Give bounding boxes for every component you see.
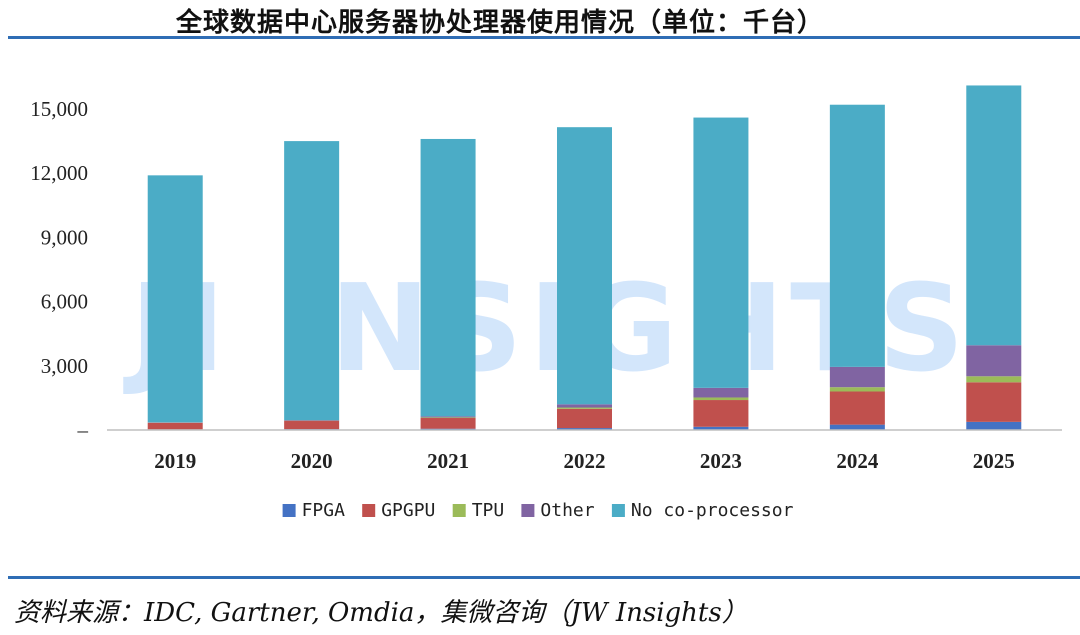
bar-segment-no-co-processor-2019 [147,175,203,423]
bar-segment-other-2023 [693,387,749,398]
x-tick-label: 2022 [564,449,606,473]
bar-segment-other-2025 [966,345,1022,377]
y-tick-label: 15,000 [30,97,88,121]
bar-segment-tpu-2023 [693,397,749,401]
bar-segment-fpga-2022 [557,428,612,430]
bar-segment-gpgpu-2025 [966,382,1022,422]
bar-segment-tpu-2022 [557,407,612,409]
legend-swatch [452,504,466,517]
legend-label: Other [540,500,594,521]
y-tick-label: 9,000 [41,225,88,249]
legend-label: GPGPU [381,500,435,521]
bar-segment-no-co-processor-2024 [829,104,885,367]
bar-segment-no-co-processor-2020 [284,141,340,421]
watermark: JI INSIGHTS [123,260,970,399]
bar-segment-gpgpu-2019 [147,422,203,430]
legend-label: No co-processor [631,500,794,521]
bar-segment-other-2020 [284,420,340,421]
bar-segment-no-co-processor-2025 [966,85,1022,346]
x-axis: 2019 2020 2021 2022 2023 2024 2025 [107,429,1062,473]
x-tick-label: 2024 [836,449,879,473]
legend-swatch [611,504,625,517]
y-tick-label: 6,000 [41,290,88,314]
x-tick-label: 2021 [427,449,469,473]
bar-segment-gpgpu-2023 [693,400,749,427]
legend-label: TPU [472,500,505,521]
bar-segment-gpgpu-2024 [829,391,885,425]
bar-segment-gpgpu-2020 [284,421,340,430]
legend-swatch [362,504,376,517]
bar-segment-fpga-2024 [829,424,885,430]
bar-segment-fpga-2025 [966,421,1022,430]
bar-segment-no-co-processor-2022 [557,127,612,405]
y-tick-label: 3,000 [41,354,88,378]
bars [147,85,1022,430]
bar-segment-gpgpu-2021 [420,418,476,429]
bar-segment-no-co-processor-2023 [693,117,749,388]
source-note: 资料来源：IDC, Gartner, Omdia，集微咨询（JW Insight… [14,598,748,628]
bar-segment-other-2022 [557,404,612,408]
bar-segment-fpga-2023 [693,426,749,430]
legend-swatch [282,504,296,517]
top-divider [8,36,1080,39]
y-tick-label: – [77,418,89,442]
bar-segment-tpu-2024 [829,387,885,392]
bar-segment-other-2021 [420,416,476,418]
bar-segment-no-co-processor-2021 [420,138,476,417]
x-tick-label: 2023 [700,449,742,473]
bar-segment-gpgpu-2022 [557,408,612,429]
chart-title: 全球数据中心服务器协处理器使用情况（单位：千台） [175,8,824,38]
bar-segment-tpu-2025 [966,376,1022,383]
x-tick-label: 2020 [291,449,333,473]
legend: FPGA GPGPU TPU Other No co-processor [282,500,794,521]
stacked-bar-chart: JI INSIGHTS – 3,000 6,000 9,000 12,000 15,000… [30,85,1062,521]
bar-segment-other-2024 [829,366,885,388]
bottom-divider [8,576,1080,579]
x-tick-label: 2025 [973,449,1015,473]
legend-label: FPGA [302,500,346,521]
y-tick-label: 12,000 [30,161,88,185]
bar-segment-tpu-2021 [420,417,476,419]
legend-swatch [521,504,535,517]
y-axis: – 3,000 6,000 9,000 12,000 15,000 [30,97,88,442]
x-tick-label: 2019 [154,449,196,473]
